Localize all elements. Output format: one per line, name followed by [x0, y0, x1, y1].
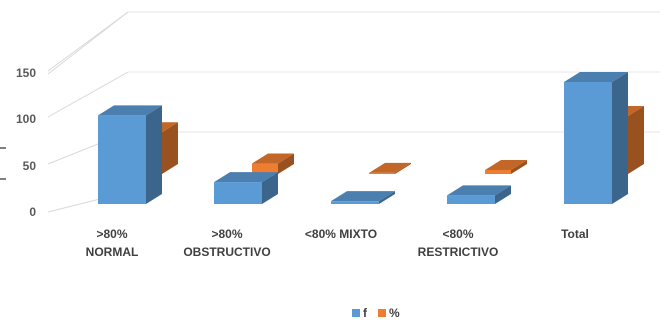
x-axis-categories: >80% NORMAL >80% OBSTRUCTIVO <80% MIXTO <80% R…: [86, 227, 589, 259]
bar-f: [447, 185, 511, 204]
legend-swatch: [352, 309, 360, 317]
bar-f: [331, 191, 395, 204]
category-label: <80% RESTRICTIVO: [418, 227, 499, 259]
y-tick-label: 100: [16, 112, 36, 126]
category-label: >80% OBSTRUCTIVO: [183, 227, 270, 259]
legend-label: f: [363, 306, 368, 320]
y-tick-label: 150: [16, 66, 36, 80]
y-tick-label: 0: [29, 205, 36, 219]
bar-percent: [369, 162, 411, 174]
gridline-diagonal: [47, 71, 129, 118]
bar-f: [214, 172, 278, 204]
y-tick-label: 50: [23, 159, 37, 173]
legend-swatch: [378, 309, 386, 317]
bar-percent: [252, 153, 294, 174]
gridline-diagonal: [47, 11, 129, 72]
bars: [98, 72, 644, 204]
bar-f: [98, 105, 162, 204]
bar-percent: [485, 159, 527, 174]
category-label: <80% MIXTO: [305, 227, 377, 241]
legend: f%: [352, 306, 400, 320]
category-label: >80% NORMAL: [86, 227, 139, 259]
bar-f: [564, 72, 628, 204]
legend-item: %: [378, 306, 400, 320]
legend-item: f: [352, 306, 368, 320]
y-axis-ticks: 0 50 100 150: [16, 66, 36, 219]
category-label: Total: [561, 227, 589, 241]
legend-label: %: [389, 306, 400, 320]
